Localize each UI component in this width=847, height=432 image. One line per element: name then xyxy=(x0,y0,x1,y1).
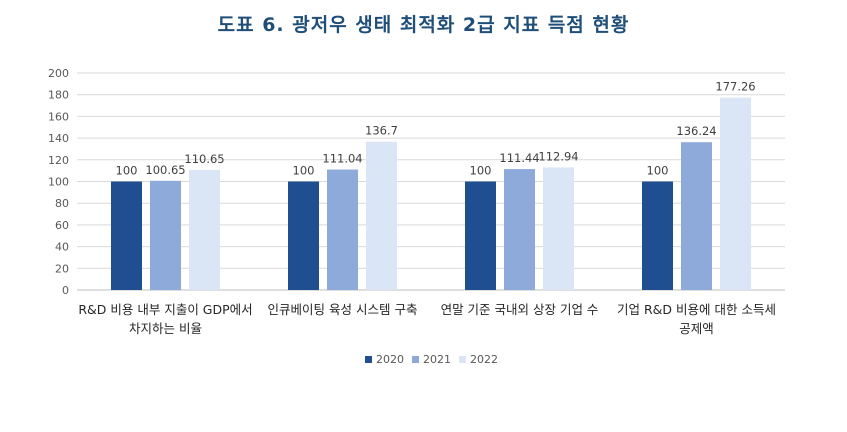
data-label: 112.94 xyxy=(538,149,578,163)
bar-2021 xyxy=(150,180,181,290)
bar-2020 xyxy=(111,181,142,290)
data-label: 100 xyxy=(647,164,669,178)
legend-swatch-2021 xyxy=(412,356,419,363)
data-label: 136.7 xyxy=(365,124,398,138)
y-tick-label: 140 xyxy=(48,132,69,145)
legend-label: 2021 xyxy=(423,353,451,366)
data-label: 100 xyxy=(293,164,315,178)
x-category-label: 기업 R&D 비용에 대한 소득세 xyxy=(617,302,776,317)
y-tick-label: 100 xyxy=(48,176,69,189)
bar-2021 xyxy=(681,142,712,290)
y-tick-label: 20 xyxy=(55,262,69,275)
bar-2020 xyxy=(465,181,496,290)
bar-2022 xyxy=(720,97,751,290)
data-label: 136.24 xyxy=(676,124,716,138)
bar-2020 xyxy=(642,181,673,290)
x-category-label: 차지하는 비율 xyxy=(129,321,202,336)
bar-2021 xyxy=(327,169,358,290)
legend-label: 2020 xyxy=(376,353,404,366)
y-tick-label: 60 xyxy=(55,219,69,232)
data-label: 100 xyxy=(116,164,138,178)
data-label: 177.26 xyxy=(715,80,755,94)
bar-2022 xyxy=(189,169,220,290)
y-tick-label: 0 xyxy=(62,284,69,297)
y-tick-label: 180 xyxy=(48,89,69,102)
data-label: 110.65 xyxy=(184,152,224,166)
data-label: 111.44 xyxy=(499,151,539,165)
bar-2022 xyxy=(543,167,574,290)
x-category-label: 인큐베이팅 육성 시스템 구축 xyxy=(268,302,418,317)
data-label: 111.04 xyxy=(322,152,362,166)
data-label: 100.65 xyxy=(145,163,185,177)
x-category-label: R&D 비용 내부 지출이 GDP에서 xyxy=(78,302,252,317)
y-tick-label: 80 xyxy=(55,197,69,210)
y-tick-label: 40 xyxy=(55,241,69,254)
bar-2020 xyxy=(288,181,319,290)
y-tick-label: 160 xyxy=(48,110,69,123)
legend-label: 2022 xyxy=(470,353,498,366)
legend-swatch-2022 xyxy=(459,356,466,363)
x-category-label: 연말 기준 국내외 상장 기업 수 xyxy=(441,302,599,317)
x-category-label: 공제액 xyxy=(679,321,714,336)
data-label: 100 xyxy=(470,164,492,178)
y-tick-label: 200 xyxy=(48,67,69,80)
chart-title: 도표 6. 광저우 생태 최적화 2급 지표 득점 현황 xyxy=(217,14,630,36)
legend-swatch-2020 xyxy=(365,356,372,363)
bar-2021 xyxy=(504,169,535,290)
y-tick-label: 120 xyxy=(48,154,69,167)
bar-2022 xyxy=(366,141,397,290)
